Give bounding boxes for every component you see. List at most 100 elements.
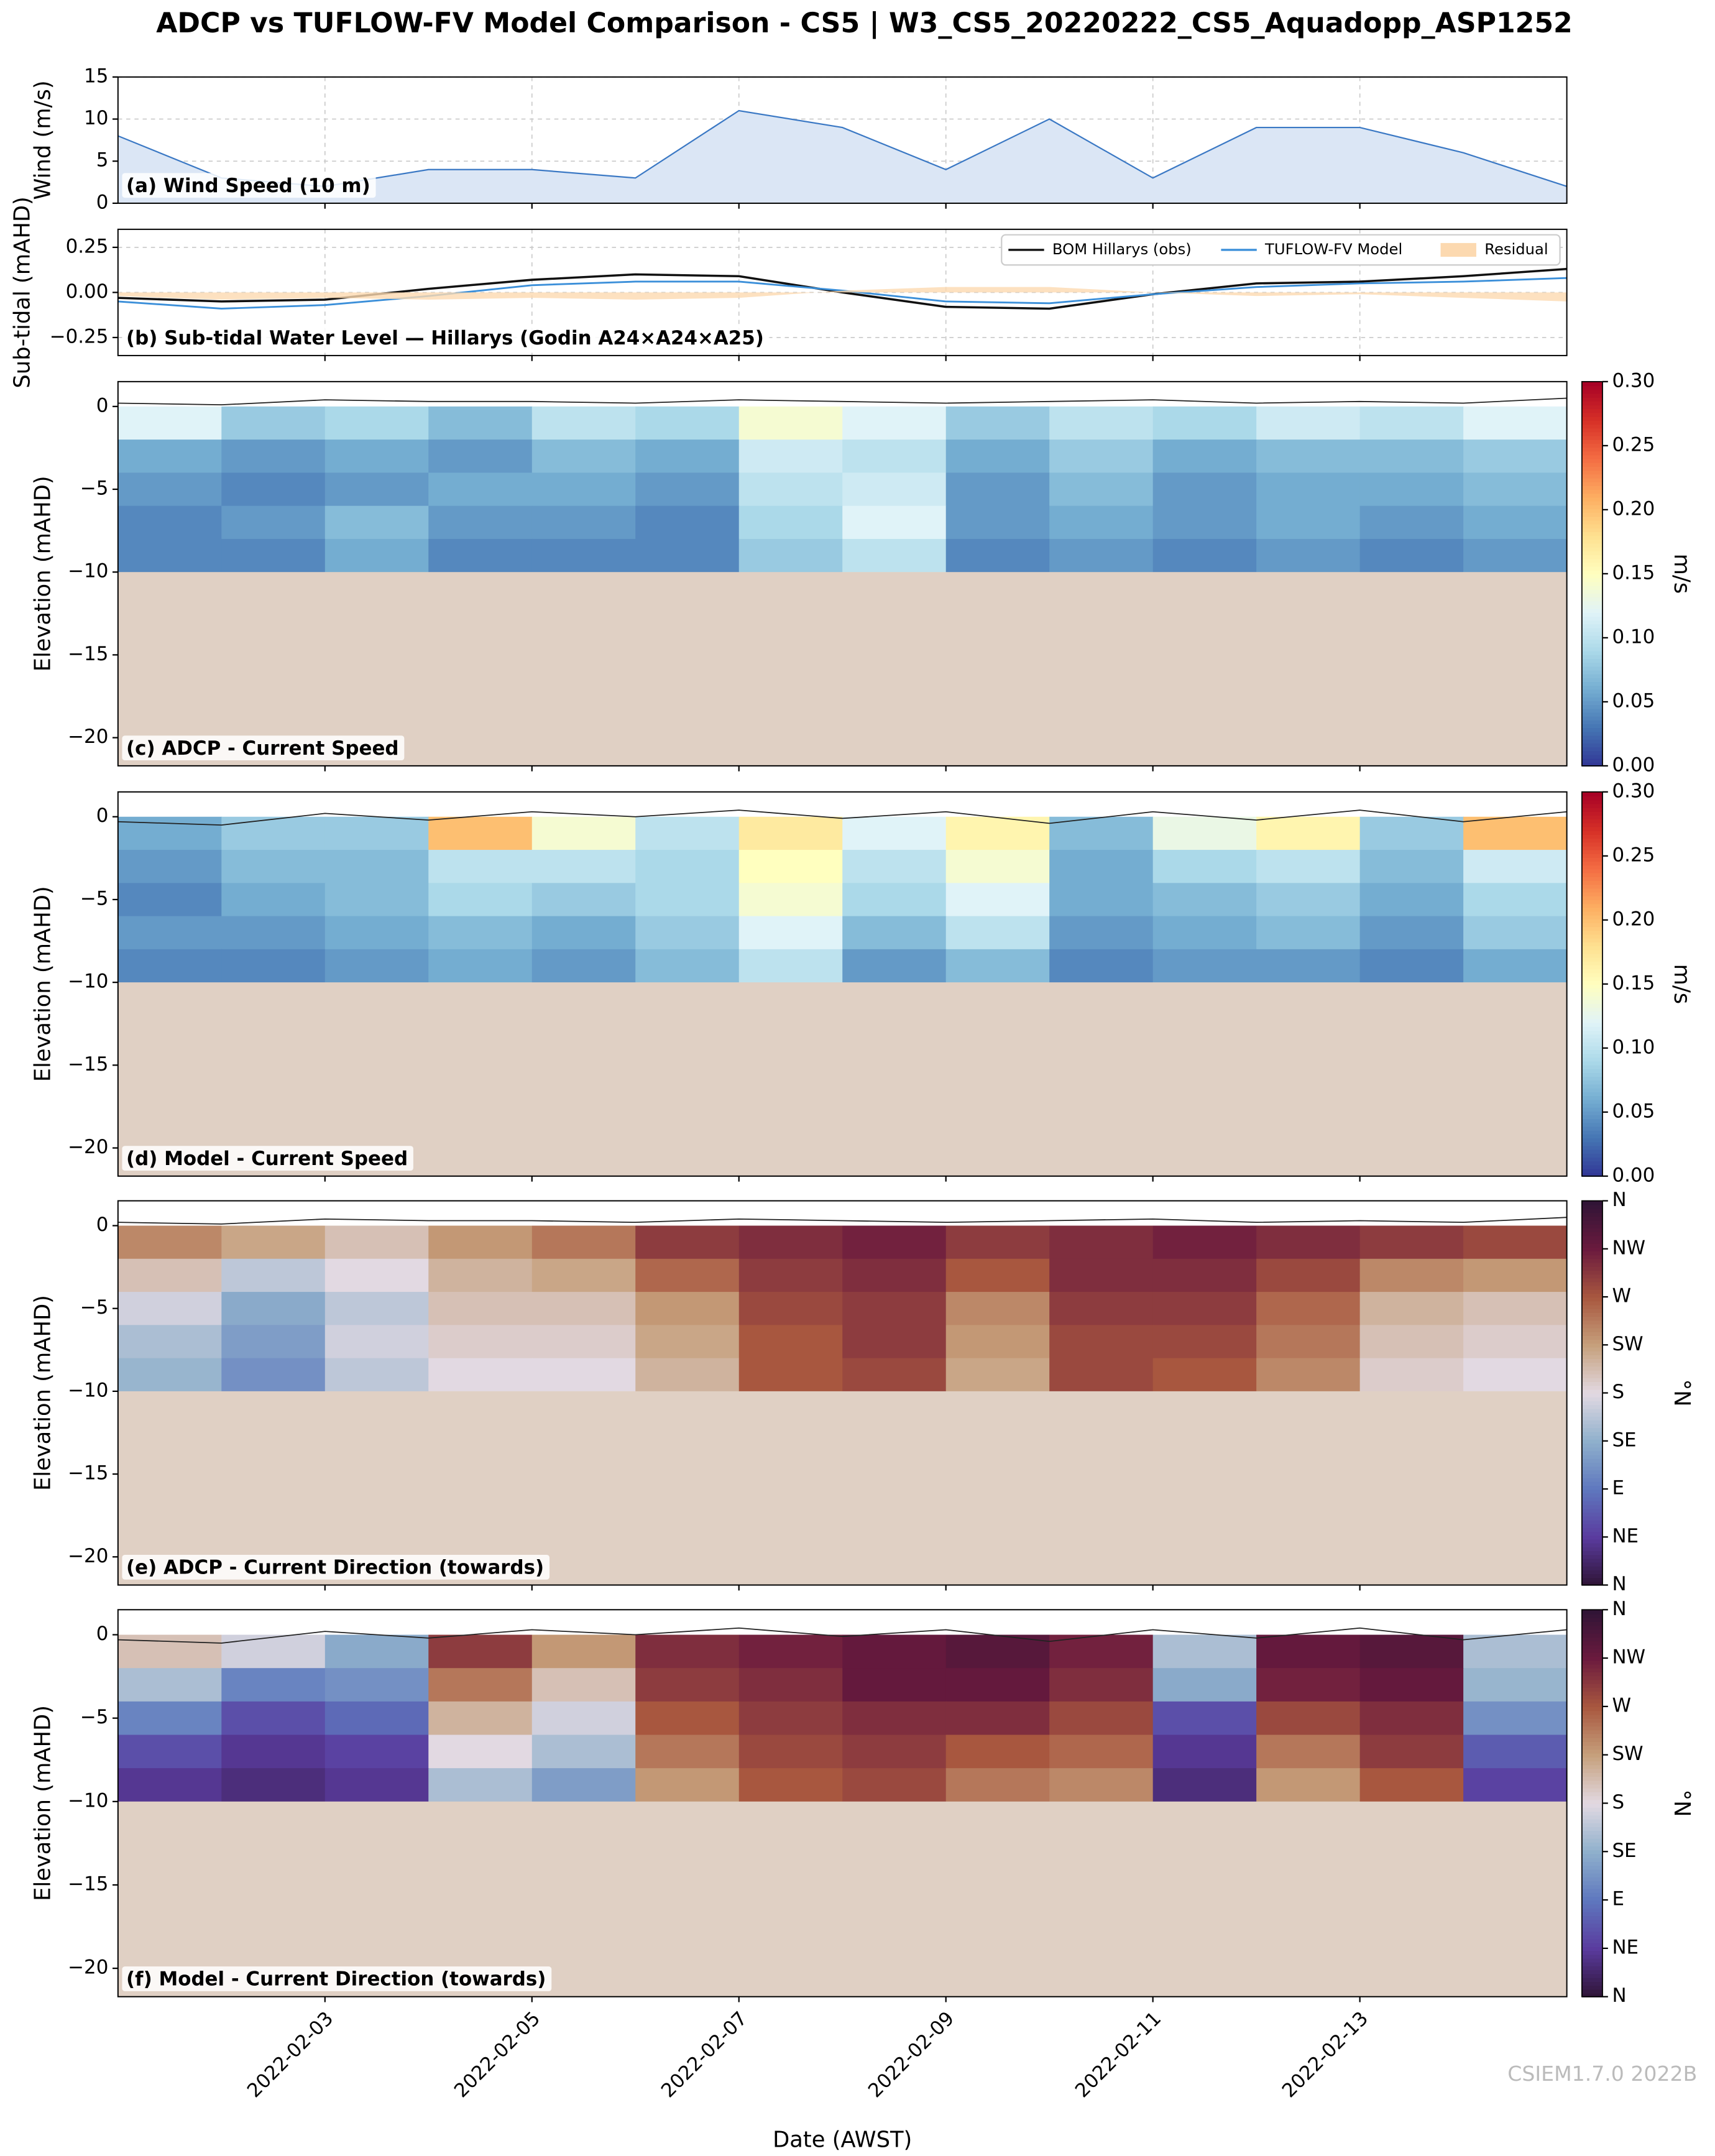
- colorbar-gradient: [1581, 535, 1603, 540]
- colorbar-gradient: [1581, 1745, 1603, 1750]
- colorbar-gradient: [1581, 1911, 1603, 1917]
- heatmap-cell: [945, 1768, 1051, 1802]
- colorbar-gradient: [1581, 1500, 1603, 1505]
- heatmap-cell: [1049, 816, 1154, 850]
- series-line: [117, 267, 1567, 310]
- colorbar-gradient: [1581, 1496, 1603, 1501]
- heatmap-cell: [1463, 505, 1567, 540]
- axes-frame: [117, 791, 1568, 1177]
- colorbar-gradient: [1581, 1156, 1603, 1162]
- panel-annotation: (c) ADCP - Current Speed: [126, 737, 398, 760]
- heatmap-cell: [117, 883, 223, 917]
- heatmap-cell: [635, 1734, 740, 1769]
- colorbar-gradient: [1581, 735, 1603, 740]
- heatmap-cell: [428, 1258, 533, 1292]
- colorbar-tick-label: W: [1612, 1285, 1631, 1307]
- colorbar-gradient: [1581, 1706, 1603, 1711]
- colorbar-gradient: [1581, 1327, 1603, 1332]
- colorbar-gradient: [1581, 1923, 1603, 1928]
- heatmap-cell: [1049, 883, 1154, 917]
- colorbar-gradient: [1581, 624, 1603, 629]
- heatmap-cell: [117, 505, 223, 540]
- colorbar-gradient: [1581, 1304, 1603, 1309]
- heatmap-cell: [1152, 505, 1258, 540]
- colorbar-tick-label: NW: [1612, 1646, 1645, 1669]
- heatmap-cell: [428, 538, 533, 573]
- colorbar-gradient: [1581, 876, 1603, 882]
- colorbar-gradient: [1581, 811, 1603, 816]
- colorbar-gradient: [1581, 1550, 1603, 1555]
- heatmap-cell: [1049, 440, 1154, 474]
- colorbar-gradient: [1581, 834, 1603, 839]
- heatmap-cell: [324, 472, 430, 507]
- heatmap-cell: [738, 850, 844, 884]
- heatmap-cell: [842, 1225, 947, 1260]
- colorbar-gradient: [1581, 1408, 1603, 1413]
- heatmap-cell: [221, 472, 326, 507]
- colorbar-gradient: [1581, 1477, 1603, 1482]
- colorbar-gradient: [1581, 1810, 1603, 1816]
- y-tick-label: 10: [84, 107, 108, 129]
- annotation-background: [122, 1146, 413, 1171]
- colorbar-gradient: [1581, 731, 1603, 736]
- colorbar-gradient: [1581, 408, 1603, 413]
- heatmap-cell: [945, 505, 1051, 540]
- heatmap-cell: [221, 1225, 326, 1260]
- colorbar-gradient: [1581, 666, 1603, 671]
- colorbar-gradient: [1581, 1714, 1603, 1719]
- heatmap-cell: [324, 1634, 430, 1669]
- heatmap-cell: [221, 1668, 326, 1702]
- colorbar-gradient: [1581, 1493, 1603, 1498]
- colorbar-gradient: [1581, 439, 1603, 444]
- heatmap-cell: [635, 1225, 740, 1260]
- colorbar-gradient: [1581, 1149, 1603, 1154]
- heatmap-cell: [221, 538, 326, 573]
- colorbar-gradient: [1581, 926, 1603, 931]
- colorbar-gradient: [1581, 443, 1603, 448]
- heatmap-cell: [324, 406, 430, 440]
- colorbar-gradient: [1581, 1768, 1603, 1773]
- heatmap-cell: [945, 1325, 1051, 1359]
- legend-label: BOM Hillarys (obs): [1052, 240, 1192, 258]
- colorbar-gradient: [1581, 1278, 1603, 1283]
- heatmap-cell: [531, 1768, 637, 1802]
- annotation-background: [122, 735, 405, 761]
- heatmap-cell: [1152, 1225, 1258, 1260]
- colorbar-gradient: [1581, 1625, 1603, 1630]
- heatmap-cell: [428, 1358, 533, 1392]
- heatmap-cell: [1152, 816, 1258, 850]
- colorbar-gradient: [1581, 1617, 1603, 1623]
- heatmap-cell: [1049, 1358, 1154, 1392]
- colorbar-gradient: [1581, 696, 1603, 701]
- y-tick-label: −5: [80, 1296, 109, 1319]
- heatmap-cell: [1049, 1325, 1154, 1359]
- heatmap-cell: [1463, 406, 1567, 440]
- colorbar-tick-label: 0.00: [1612, 1164, 1655, 1186]
- colorbar-gradient: [1581, 693, 1603, 698]
- heatmap-cell: [117, 1668, 223, 1702]
- colorbar-gradient: [1581, 727, 1603, 732]
- colorbar-gradient: [1581, 643, 1603, 648]
- colorbar-tick-label: N: [1612, 1598, 1626, 1620]
- colorbar-gradient: [1581, 1281, 1603, 1286]
- heatmap-cell: [324, 1258, 430, 1292]
- heatmap-cell: [117, 406, 223, 440]
- heatmap-cell: [738, 505, 844, 540]
- colorbar-gradient: [1581, 1454, 1603, 1459]
- heatmap-cell: [1152, 1325, 1258, 1359]
- heatmap-cell: [738, 1325, 844, 1359]
- colorbar-gradient: [1581, 799, 1603, 804]
- colorbar-gradient: [1581, 1919, 1603, 1924]
- colorbar-gradient: [1581, 1416, 1603, 1421]
- heatmap-cell: [1256, 1225, 1361, 1260]
- heatmap-cell: [1049, 1634, 1154, 1669]
- colorbar-gradient: [1581, 489, 1603, 494]
- colorbar-gradient: [1581, 1026, 1603, 1031]
- colorbar-gradient: [1581, 899, 1603, 905]
- colorbar-tick-label: 0.30: [1612, 780, 1655, 802]
- colorbar-gradient: [1581, 930, 1603, 935]
- colorbar-gradient: [1581, 857, 1603, 862]
- colorbar-gradient: [1581, 516, 1603, 521]
- heatmap-cell: [1152, 1358, 1258, 1392]
- heatmap-cell: [1256, 949, 1361, 984]
